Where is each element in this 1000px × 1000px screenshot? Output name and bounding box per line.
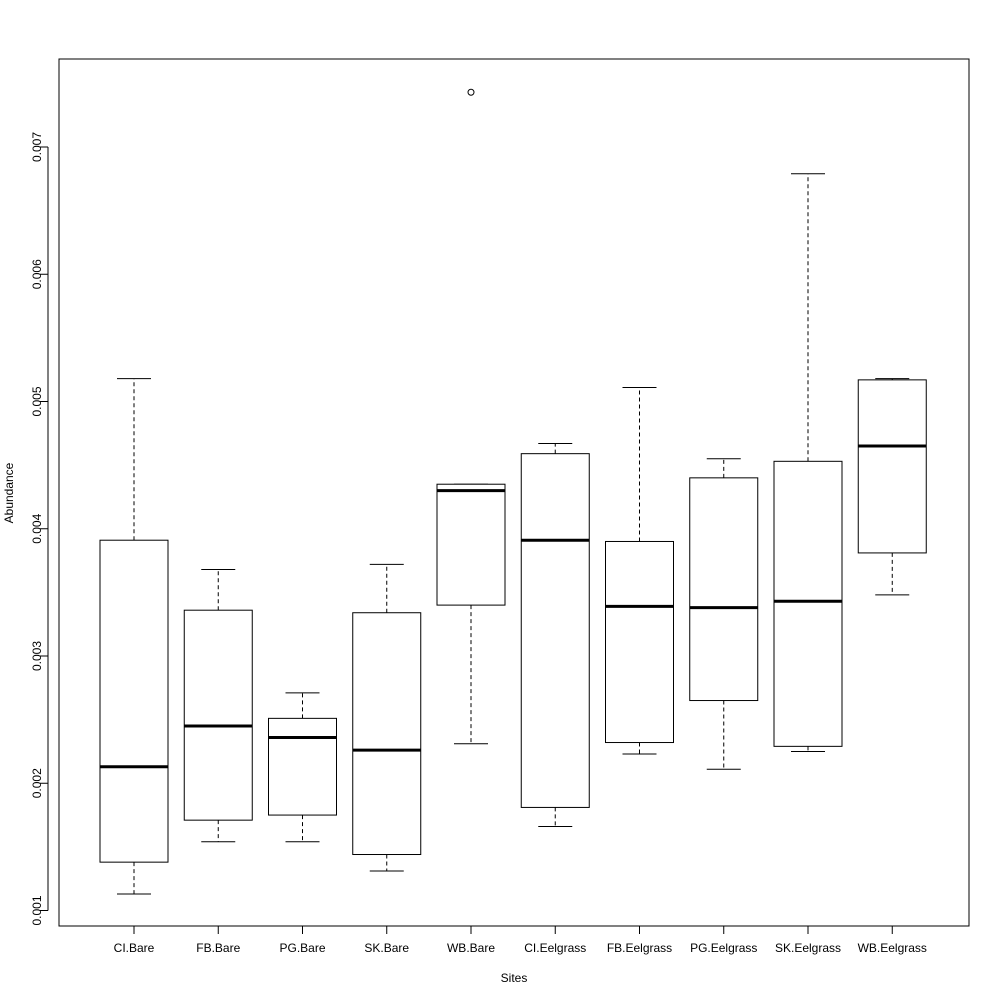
x-tick-label: PG.Eelgrass — [690, 941, 757, 955]
x-tick-label: SK.Eelgrass — [775, 941, 841, 955]
iqr-box — [183, 609, 253, 821]
y-tick-label: 0.002 — [30, 768, 44, 798]
box-SK.Eelgrass — [773, 173, 843, 752]
iqr-box — [689, 477, 759, 702]
x-axis-label: Sites — [501, 971, 528, 985]
box-WB.Bare — [436, 88, 506, 745]
box-FB.Bare — [183, 568, 253, 843]
box-WB.Eelgrass — [857, 378, 927, 596]
y-tick-label: 0.005 — [30, 386, 44, 416]
iqr-box — [268, 717, 337, 816]
iqr-box — [352, 612, 422, 856]
outlier-point — [467, 88, 475, 96]
box-CI.Bare — [99, 378, 169, 895]
box-SK.Bare — [352, 563, 422, 872]
x-tick-label: WB.Bare — [447, 941, 495, 955]
y-tick-label: 0.004 — [30, 513, 44, 543]
box-CI.Eelgrass — [520, 442, 590, 828]
y-axis: 0.001 0.002 0.003 0.004 0.005 0.006 0.007 — [30, 132, 49, 926]
y-axis-label: Abundance — [2, 462, 16, 523]
box-PG.Eelgrass — [689, 458, 759, 770]
y-tick-label: 0.006 — [30, 259, 44, 289]
x-tick-label: CI.Bare — [114, 941, 155, 955]
x-tick-label: PG.Bare — [279, 941, 325, 955]
y-tick-label: 0.007 — [30, 132, 44, 162]
iqr-box — [605, 540, 674, 744]
x-tick-label: WB.Eelgrass — [858, 941, 927, 955]
y-tick-label: 0.003 — [30, 641, 44, 671]
x-axis: CI.Bare FB.Bare PG.Bare SK.Bare WB.Bare CI.Ee… — [114, 925, 927, 955]
iqr-box — [857, 379, 927, 554]
iqr-box — [99, 539, 169, 863]
iqr-box — [520, 453, 590, 808]
y-tick-label: 0.001 — [30, 895, 44, 925]
x-tick-label: CI.Eelgrass — [524, 941, 586, 955]
x-tick-label: FB.Bare — [196, 941, 240, 955]
iqr-box — [436, 483, 506, 606]
x-tick-label: SK.Bare — [364, 941, 409, 955]
x-tick-label: FB.Eelgrass — [607, 941, 672, 955]
box-PG.Bare — [268, 692, 337, 843]
box-FB.Eelgrass — [605, 387, 674, 755]
boxes — [99, 88, 927, 895]
iqr-box — [773, 460, 843, 747]
